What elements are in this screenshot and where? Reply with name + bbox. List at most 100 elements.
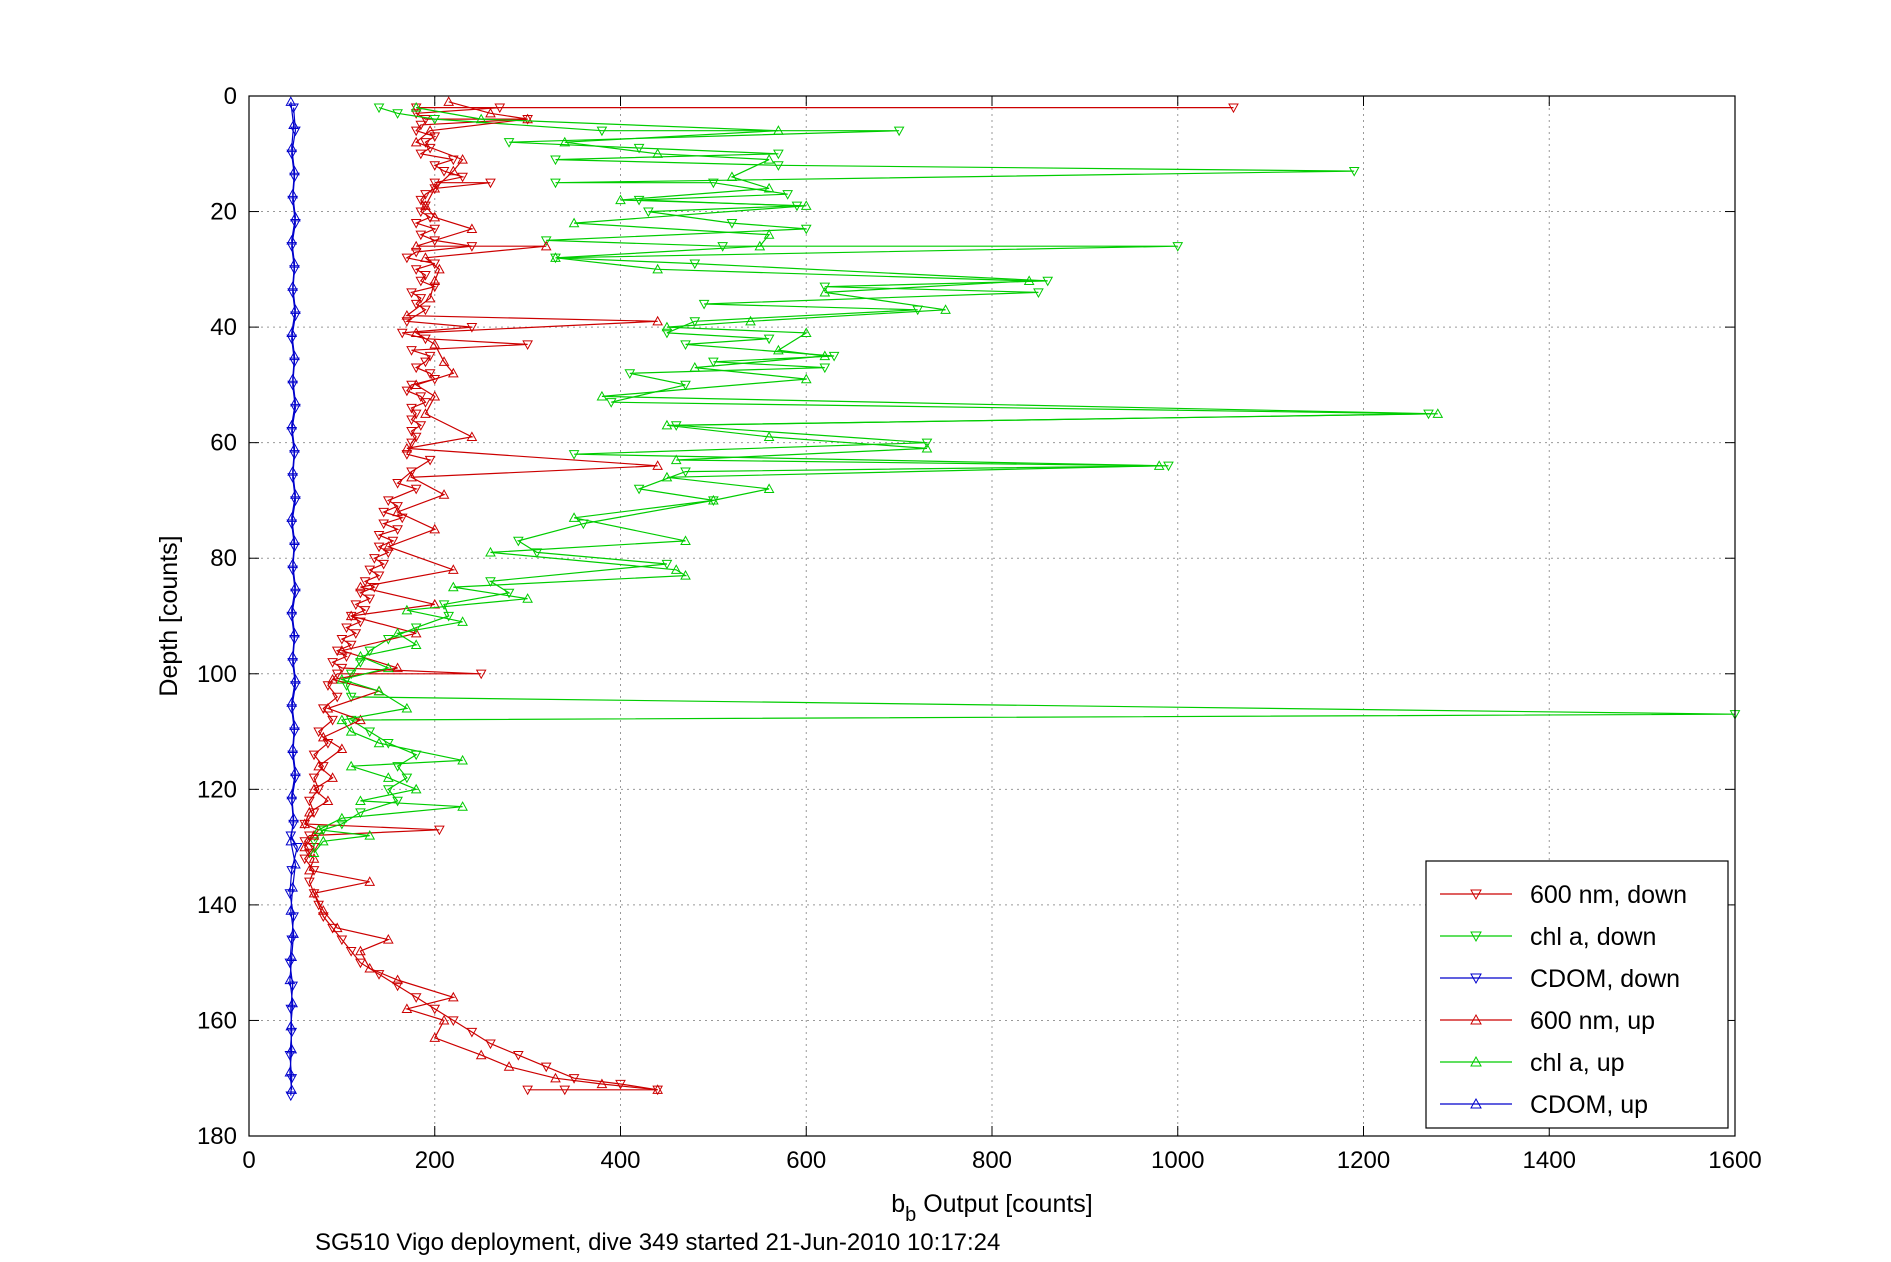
- data-point: [286, 142, 298, 153]
- data-point: [680, 340, 691, 350]
- data-point: [355, 714, 366, 725]
- legend-marker: [1470, 1013, 1482, 1025]
- data-point: [410, 299, 422, 310]
- data-point: [373, 103, 385, 114]
- data-point: [466, 1027, 478, 1038]
- series-line: [313, 107, 1438, 854]
- data-point: [369, 583, 380, 593]
- data-point: [410, 623, 422, 634]
- data-point: [466, 323, 478, 333]
- data-point: [286, 1027, 298, 1038]
- data-point: [392, 662, 403, 673]
- y-tick-label: 0: [224, 83, 237, 110]
- data-point: [443, 611, 455, 622]
- series-5: [284, 96, 301, 1094]
- x-axis-label-subscript: b: [905, 1204, 916, 1226]
- legend-label: CDOM, up: [1530, 1091, 1648, 1119]
- data-point: [286, 604, 298, 615]
- data-point: [308, 843, 320, 853]
- x-tick-label: 1600: [1708, 1147, 1761, 1174]
- data-point: [317, 835, 329, 846]
- data-point: [512, 1051, 524, 1061]
- data-point: [308, 887, 320, 898]
- data-point: [661, 559, 673, 570]
- data-point: [568, 450, 580, 460]
- data-point: [485, 577, 496, 587]
- data-point: [401, 773, 413, 784]
- data-point: [327, 658, 338, 668]
- data-point: [392, 762, 403, 772]
- data-point: [745, 315, 756, 326]
- data-point: [424, 125, 436, 135]
- data-point: [308, 837, 320, 847]
- y-tick-label: 60: [210, 430, 237, 457]
- data-point: [559, 136, 571, 147]
- data-point: [406, 427, 417, 437]
- data-point: [406, 288, 417, 298]
- data-point: [429, 178, 441, 189]
- y-tick-label: 120: [197, 776, 237, 803]
- data-point: [596, 390, 608, 401]
- data-point: [1042, 276, 1054, 287]
- data-point: [420, 271, 431, 281]
- data-point: [1348, 167, 1360, 177]
- data-point: [410, 136, 422, 147]
- data-point: [355, 658, 366, 668]
- data-point: [396, 328, 408, 339]
- data-point: [457, 616, 468, 626]
- data-point: [652, 148, 663, 158]
- data-point: [415, 294, 427, 304]
- data-point: [289, 627, 300, 638]
- data-point: [652, 315, 663, 326]
- data-point: [289, 720, 300, 730]
- data-point: [288, 928, 299, 938]
- data-point: [327, 772, 338, 782]
- data-point: [336, 635, 348, 645]
- data-point: [290, 766, 301, 777]
- data-point: [364, 594, 376, 605]
- data-point: [410, 327, 422, 337]
- data-point: [287, 882, 299, 892]
- data-point: [406, 415, 417, 426]
- data-point: [364, 646, 376, 657]
- series-line: [303, 106, 1234, 1091]
- data-point: [401, 317, 413, 327]
- data-point: [373, 737, 385, 748]
- data-point: [503, 138, 515, 148]
- data-point: [420, 115, 431, 125]
- series-line: [313, 107, 1736, 842]
- data-point: [410, 126, 422, 137]
- data-point: [286, 1043, 298, 1054]
- data-point: [800, 200, 812, 210]
- data-point: [689, 259, 701, 270]
- y-tick-label: 140: [197, 892, 237, 919]
- data-point: [336, 819, 348, 830]
- y-tick-label: 180: [197, 1123, 237, 1150]
- data-point: [355, 958, 366, 969]
- data-point: [633, 143, 645, 154]
- data-point: [286, 1084, 298, 1094]
- data-point: [438, 489, 450, 499]
- data-point: [429, 224, 441, 235]
- data-point: [392, 109, 403, 119]
- data-point: [392, 506, 403, 517]
- data-point: [308, 773, 320, 784]
- data-point: [466, 223, 478, 233]
- data-point: [424, 292, 436, 303]
- data-point: [401, 386, 413, 397]
- x-axis-label-rest: Output [counts]: [916, 1190, 1093, 1218]
- legend-label: chl a, down: [1530, 923, 1656, 951]
- data-point: [420, 357, 431, 368]
- series-layer: [284, 96, 1741, 1102]
- data-point: [429, 161, 441, 171]
- data-point: [286, 935, 298, 946]
- data-point: [285, 1020, 297, 1031]
- y-tick-label: 20: [210, 199, 237, 226]
- data-point: [299, 818, 311, 829]
- data-point: [286, 327, 298, 337]
- data-point: [800, 224, 812, 235]
- data-point: [447, 367, 459, 378]
- data-point: [429, 275, 441, 285]
- data-point: [522, 113, 533, 124]
- data-point: [392, 627, 403, 638]
